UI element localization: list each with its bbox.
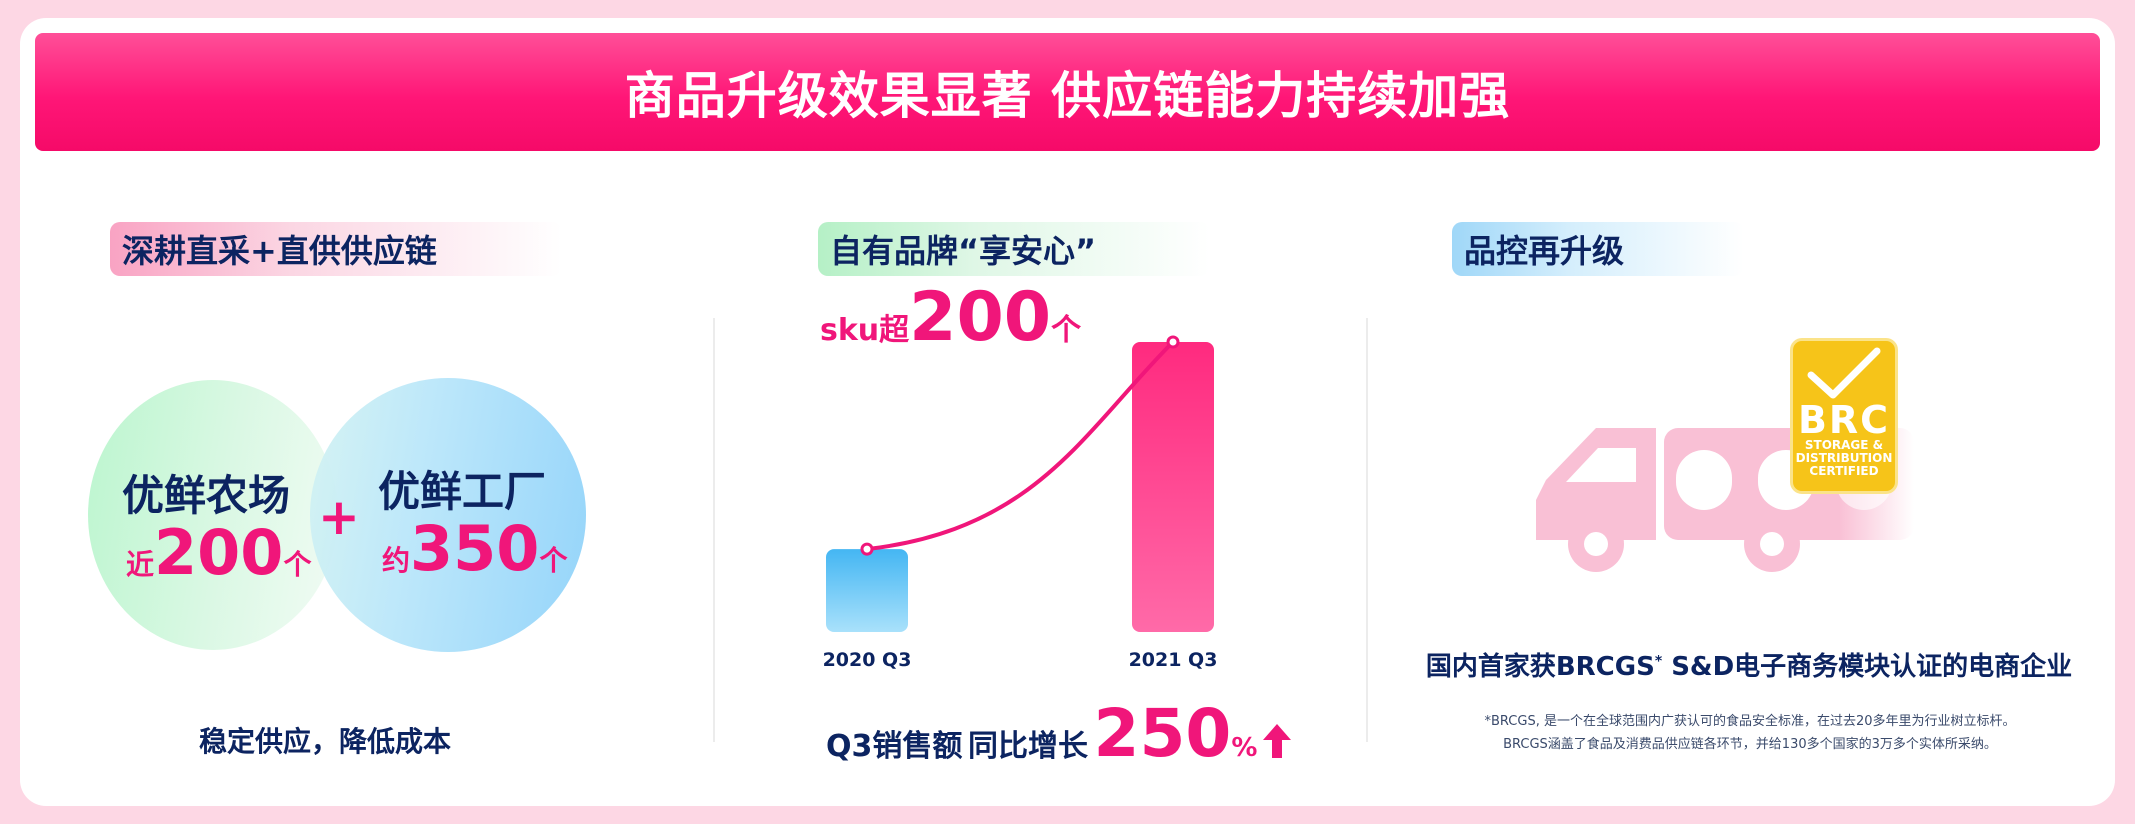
supply-caption: 稳定供应，降低成本 xyxy=(198,725,451,758)
farm-count-number: 200 xyxy=(154,516,284,589)
x-tick-label: 2021 Q3 xyxy=(1129,649,1218,671)
brc-footnote-1: *BRCGS, 是一个在全球范围内广获认可的食品安全标准，在过去20多年里为行业… xyxy=(1484,714,2016,729)
brc-headline-sup: * xyxy=(1654,653,1663,670)
x-tick-label: 2020 Q3 xyxy=(823,649,912,671)
brc-badge-line2: DISTRIBUTION xyxy=(1795,451,1893,465)
section-title-private-brand: 自有品牌“享安心” xyxy=(818,222,1210,276)
factory-count-unit: 个 xyxy=(539,544,568,577)
brc-badge-line3: CERTIFIED xyxy=(1809,464,1879,478)
trend-point xyxy=(1166,335,1180,349)
brc-headline-pre: 国内首家获BRCGS xyxy=(1425,652,1655,682)
farm-label: 优鲜农场 xyxy=(122,471,291,520)
divider-left xyxy=(713,318,715,742)
check-icon xyxy=(1807,347,1881,399)
yoy-label: 同比增长 xyxy=(967,729,1088,764)
bar-2020-q3 xyxy=(826,549,908,632)
arrow-up-icon xyxy=(1262,724,1291,758)
trend-line xyxy=(866,340,1175,552)
farm-count: 近200个 xyxy=(126,516,311,589)
trend-point xyxy=(860,542,874,556)
brc-headline-post: S&D电子商务模块认证的电商企业 xyxy=(1662,652,2073,682)
sales-growth-summary: Q3销售额 同比增长 250% xyxy=(826,695,1291,772)
sku-count: sku超200个 xyxy=(820,278,1081,357)
page-title-banner: 商品升级效果显著 供应链能力持续加强 xyxy=(35,33,2100,151)
sales-label: Q3销售额 xyxy=(826,729,963,764)
factory-count: 约350个 xyxy=(382,512,567,585)
bar-2021-q3 xyxy=(1132,342,1214,632)
farm-count-unit: 个 xyxy=(283,548,312,581)
sku-unit: 个 xyxy=(1051,313,1082,348)
factory-label: 优鲜工厂 xyxy=(378,467,547,516)
factory-circle xyxy=(310,378,586,652)
brc-headline: 国内首家获BRCGS* S&D电子商务模块认证的电商企业 xyxy=(1424,646,2074,683)
growth-number: 250 xyxy=(1093,695,1232,772)
page-title: 商品升级效果显著 供应链能力持续加强 xyxy=(624,67,1511,125)
brc-badge-line1: STORAGE & xyxy=(1804,438,1884,452)
sku-number: 200 xyxy=(909,278,1052,357)
plus-sign: + xyxy=(318,488,360,546)
sales-growth-chart: 2020 Q3 2021 Q3 xyxy=(823,335,1218,671)
brc-badge-title: BRC xyxy=(1797,398,1891,442)
factory-count-number: 350 xyxy=(410,512,540,585)
growth-unit: % xyxy=(1231,733,1258,763)
divider-right xyxy=(1366,318,1368,742)
section-title-quality-control: 品控再升级 xyxy=(1452,222,1744,276)
factory-count-prefix: 约 xyxy=(382,544,411,577)
brc-certified-badge: BRC STORAGE & DISTRIBUTION CERTIFIED xyxy=(1790,338,1898,494)
farm-count-prefix: 近 xyxy=(126,548,155,581)
sku-prefix: sku超 xyxy=(820,313,910,348)
brc-footnote-2: BRCGS涵盖了食品及消费品供应链各环节，并给130多个国家的3万多个实体所采纳… xyxy=(1503,737,1997,752)
farm-circle xyxy=(88,380,338,650)
section-title-supply-chain: 深耕直采+直供供应链 xyxy=(110,222,562,276)
